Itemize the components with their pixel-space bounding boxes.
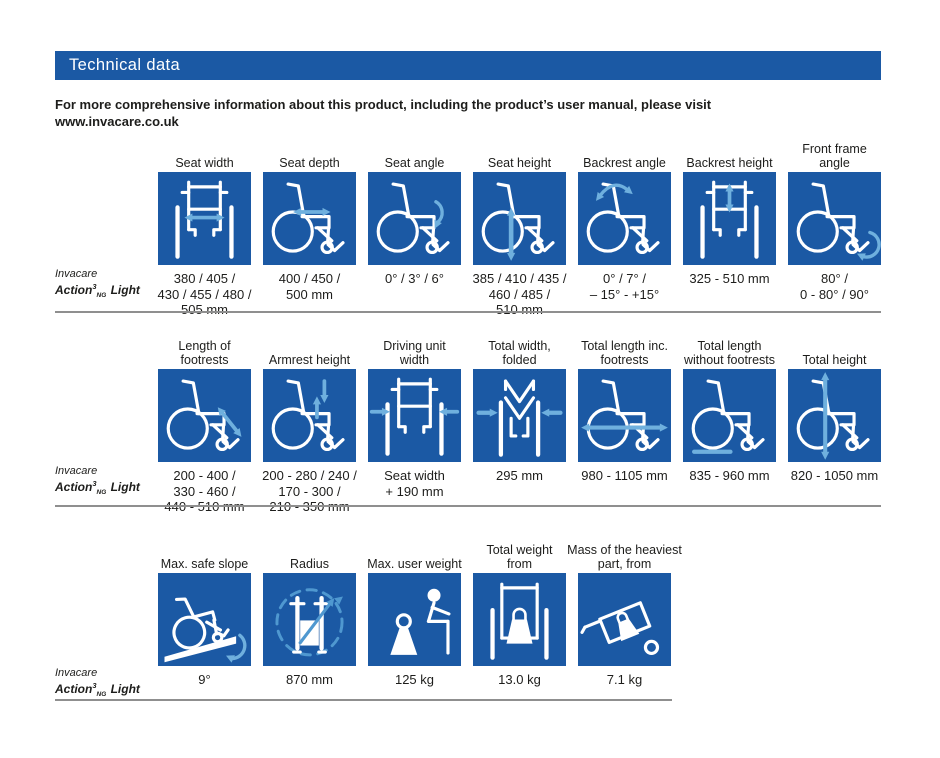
tile-label: Total weight from <box>486 543 553 571</box>
driving-unit-width-icon <box>368 369 461 462</box>
tile-value: 9° <box>198 672 211 687</box>
backrest-angle-icon <box>578 172 671 265</box>
max-safe-slope-icon <box>158 573 251 666</box>
seat-width-icon <box>158 172 251 265</box>
tile-value: Seat width + 190 mm <box>384 468 445 499</box>
product-brand: Invacare <box>55 667 98 679</box>
total-width-folded-icon <box>473 369 566 462</box>
tile-label: Length of footrests <box>178 339 231 367</box>
max-user-weight-icon <box>368 573 461 666</box>
tile-label: Total length without footrests <box>683 339 775 367</box>
spec-footrest-length: Length of footrests 200 - 400 / 330 - 460… <box>158 339 251 515</box>
spec-armrest-height: Armrest height 200 - 280 / 240 / 170 - 30… <box>262 341 357 515</box>
tile-label: Total height <box>802 352 867 367</box>
intro-text: For more comprehensive information about… <box>55 97 712 129</box>
tile-value: 125 kg <box>394 672 435 687</box>
tile-label: Driving unit width <box>383 339 446 367</box>
tile-label: Seat height <box>487 155 552 170</box>
total-length-without-footrests-icon <box>683 369 776 462</box>
tile-label: Front frame angle <box>802 142 867 170</box>
tile-label: Seat width <box>175 155 234 170</box>
spec-mass-heaviest-part: Mass of the heaviest part, from 7.1 kg <box>567 543 682 688</box>
page-title: Technical data <box>69 56 181 74</box>
footrest-length-icon <box>158 369 251 462</box>
product-label: Invacare Action3NG Light <box>55 465 165 499</box>
seat-depth-icon <box>263 172 356 265</box>
spec-total-weight: Total weight from 13.0 kg <box>473 543 566 688</box>
spec-driving-unit-width: Driving unit width Seat width + 190 mm <box>368 339 461 515</box>
front-frame-angle-icon <box>788 172 881 265</box>
spec-max-safe-slope: Max. safe slope 9° <box>158 545 251 688</box>
tile-label: Max. user weight <box>367 556 462 571</box>
tile-label: Armrest height <box>268 352 351 367</box>
product-model: Action3NG Light <box>55 681 140 699</box>
tile-label: Mass of the heaviest part, from <box>567 543 682 571</box>
product-model: Action3NG Light <box>55 479 140 497</box>
spec-row-1: Seat width 380 / 405 / 430 / 455 / 480 / … <box>55 142 881 318</box>
product-label: Invacare Action3NG Light <box>55 667 165 701</box>
tile-label: Total length inc. footrests <box>581 339 668 367</box>
tile-label: Total width, folded <box>488 339 551 367</box>
armrest-height-icon <box>263 369 356 462</box>
tile-label: Backrest angle <box>583 155 666 170</box>
seat-angle-icon <box>368 172 461 265</box>
tile-label: Seat depth <box>279 155 340 170</box>
spec-max-user-weight: Max. user weight 125 kg <box>367 545 461 688</box>
tile-value: 295 mm <box>496 468 543 483</box>
row-separator <box>55 311 881 313</box>
tile-value: 980 - 1105 mm <box>581 468 668 483</box>
tile-label: Radius <box>290 556 329 571</box>
spec-front-frame-angle: Front frame angle 80° / 0 - 80° / 90° <box>788 142 881 318</box>
tile-value: 0° / 3° / 6° <box>385 271 444 286</box>
mass-heaviest-part-icon <box>578 573 671 666</box>
spec-row-3-tiles: Max. safe slope 9° Radius 870 mm Max. user w… <box>158 543 881 688</box>
product-model: Action3NG Light <box>55 282 140 300</box>
tile-value: 13.0 kg <box>498 672 541 687</box>
spec-total-length-inc-footrests: Total length inc. footrests 980 - 1105 mm <box>578 339 671 515</box>
spec-total-width-folded: Total width, folded 295 mm <box>473 339 566 515</box>
total-height-icon <box>788 369 881 462</box>
tile-value: 400 / 450 / 500 mm <box>278 271 341 302</box>
spec-seat-depth: Seat depth 400 / 450 / 500 mm <box>263 144 356 318</box>
radius-icon <box>263 573 356 666</box>
total-length-inc-footrests-icon <box>578 369 671 462</box>
tile-value: 820 - 1050 mm <box>790 468 879 483</box>
product-label: Invacare Action3NG Light <box>55 268 165 302</box>
tile-value: 870 mm <box>286 672 333 687</box>
tile-value: 7.1 kg <box>606 672 643 687</box>
spec-row-3: Max. safe slope 9° Radius 870 mm Max. user w… <box>55 543 881 688</box>
total-weight-icon <box>473 573 566 666</box>
row-separator <box>55 699 672 701</box>
spec-row-2-tiles: Length of footrests 200 - 400 / 330 - 460… <box>158 339 881 515</box>
spec-backrest-height: Backrest height 325 - 510 mm <box>683 144 776 318</box>
spec-total-length-without-footrests: Total length without footrests 835 - 960 … <box>683 339 776 515</box>
spec-row-2: Length of footrests 200 - 400 / 330 - 460… <box>55 339 881 515</box>
tile-label: Seat angle <box>384 155 445 170</box>
product-brand: Invacare <box>55 268 98 280</box>
spec-seat-angle: Seat angle 0° / 3° / 6° <box>368 144 461 318</box>
tile-value: 0° / 7° / – 15° - +15° <box>589 271 660 302</box>
tile-value: 835 - 960 mm <box>689 468 770 483</box>
spec-total-height: Total height 820 - 1050 mm <box>788 341 881 515</box>
spec-backrest-angle: Backrest angle 0° / 7° / – 15° - +15° <box>578 144 671 318</box>
spec-row-1-tiles: Seat width 380 / 405 / 430 / 455 / 480 / … <box>158 142 881 318</box>
spec-seat-width: Seat width 380 / 405 / 430 / 455 / 480 / … <box>158 144 252 318</box>
title-bar: Technical data <box>55 51 881 80</box>
tile-label: Backrest height <box>686 155 773 170</box>
tile-value: 325 - 510 mm <box>689 271 770 286</box>
product-brand: Invacare <box>55 465 98 477</box>
backrest-height-icon <box>683 172 776 265</box>
seat-height-icon <box>473 172 566 265</box>
tile-value: 380 / 405 / 430 / 455 / 480 / 505 mm <box>157 271 252 317</box>
row-separator <box>55 505 881 507</box>
spec-seat-height: Seat height 385 / 410 / 435 / 460 / 485 /… <box>473 144 567 318</box>
spec-radius: Radius 870 mm <box>263 545 356 688</box>
tile-label: Max. safe slope <box>160 556 249 571</box>
tile-value: 385 / 410 / 435 / 460 / 485 / 510 mm <box>472 271 567 317</box>
tile-value: 80° / 0 - 80° / 90° <box>800 271 869 302</box>
